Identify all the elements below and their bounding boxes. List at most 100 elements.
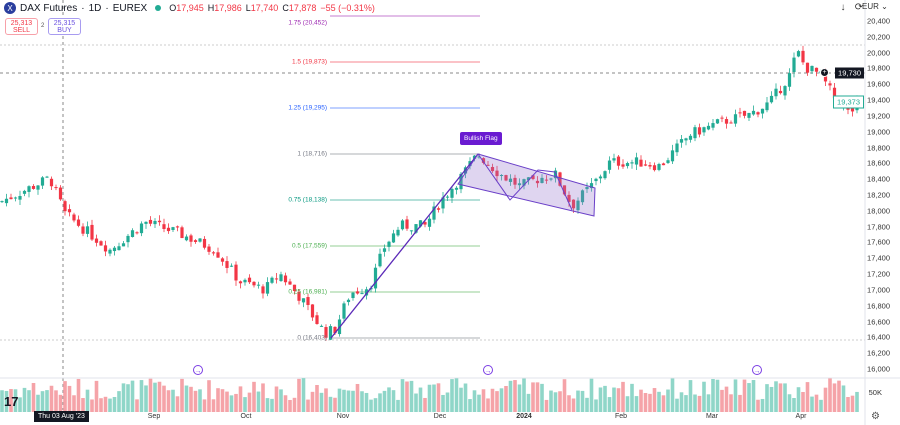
candle-body	[477, 156, 481, 158]
volume-bar	[211, 399, 216, 412]
volume-bar	[675, 398, 679, 412]
volume-bar	[778, 383, 783, 412]
candle-body	[580, 190, 585, 203]
candle-body	[333, 326, 337, 334]
volume-bar	[22, 387, 27, 412]
candle-body	[306, 297, 310, 305]
volume-bar	[220, 389, 225, 412]
candle-body	[657, 163, 661, 170]
symbol-name[interactable]: DAX Futures	[20, 2, 78, 14]
candle-body	[4, 198, 9, 204]
ohlc-high: H17,986	[207, 3, 242, 13]
volume-bar	[225, 391, 229, 412]
candle-body	[562, 185, 567, 195]
tradingview-logo[interactable]: 17	[4, 394, 19, 409]
volume-bar	[481, 389, 486, 412]
candle-body	[211, 252, 216, 254]
candle-body	[283, 275, 288, 283]
candle-body	[549, 178, 553, 180]
volume-bar	[648, 393, 652, 412]
interval[interactable]: 1D	[88, 2, 102, 14]
volume-bar	[346, 390, 351, 412]
volume-bar	[706, 394, 711, 412]
crosshair-date-label: Thu 03 Aug '23	[34, 411, 89, 422]
candle-body	[621, 164, 625, 167]
volume-bar	[616, 388, 621, 412]
candle-body	[171, 227, 175, 231]
volume-bar	[517, 384, 522, 412]
fib-level-label: 1.25 (19,295)	[288, 104, 327, 112]
volume-bar	[684, 395, 688, 412]
volume-bar	[72, 395, 76, 412]
candle-body	[184, 236, 189, 241]
settings-icon[interactable]: ⚙	[871, 411, 880, 422]
volume-bar	[828, 378, 832, 412]
candle-body	[319, 325, 324, 327]
volume-bar	[540, 383, 544, 412]
volume-bar	[522, 378, 526, 412]
candle-body	[387, 241, 391, 247]
candle-body	[175, 226, 180, 228]
volume-bar	[837, 380, 841, 412]
volume-bar	[414, 393, 418, 412]
volume-bar	[378, 393, 382, 412]
volume-bar	[436, 383, 441, 412]
price-tick: 19,200	[867, 111, 890, 121]
volume-bar	[4, 390, 9, 412]
candle-body	[351, 292, 355, 299]
sell-button[interactable]: 25,313 SELL	[5, 18, 38, 35]
candle-body	[612, 158, 616, 161]
price-tick: 16,400	[867, 332, 890, 342]
volume-bar	[607, 397, 612, 412]
price-tick: 19,800	[867, 63, 890, 73]
candle-body	[495, 170, 499, 177]
volume-bar	[265, 398, 270, 412]
candle-body	[693, 127, 697, 139]
volume-bar	[288, 399, 292, 412]
ohlc-open: O17,945	[169, 3, 204, 13]
bullish-flag-label[interactable]: Bullish Flag	[460, 132, 502, 145]
candle-body	[36, 185, 40, 190]
candle-body	[202, 238, 207, 248]
volume-bar	[657, 391, 661, 412]
candle-body	[571, 199, 576, 209]
candle-body	[634, 157, 639, 165]
candle-body	[292, 284, 297, 291]
add-alert-icon[interactable]: +	[820, 68, 829, 77]
volume-bar	[679, 392, 684, 412]
volume-bar	[747, 383, 751, 412]
time-tick: Sep	[147, 413, 161, 420]
candle-body	[391, 233, 396, 243]
volume-bar	[409, 380, 414, 412]
volume-bar	[103, 396, 108, 412]
candle-body	[814, 67, 819, 72]
currency-select[interactable]: EUR ⌄	[862, 2, 888, 11]
volume-bar	[774, 381, 778, 412]
volume-bar	[261, 383, 265, 412]
candle-body	[490, 166, 495, 172]
time-tick: Apr	[795, 413, 807, 420]
buy-button[interactable]: 25,315 BUY	[48, 18, 81, 35]
volume-bar	[90, 399, 94, 412]
volume-bar	[355, 383, 360, 412]
bullish-flag-channel	[457, 153, 596, 217]
candle-body	[9, 197, 13, 200]
fib-level-label: 1.75 (20,452)	[288, 19, 327, 27]
candle-body	[81, 226, 85, 234]
candle-body	[729, 122, 733, 124]
candle-body	[436, 208, 441, 210]
candle-body	[499, 174, 504, 176]
volume-bar	[351, 390, 355, 412]
refresh-icon[interactable]: ⟳	[854, 2, 864, 13]
volume-bar	[31, 382, 36, 412]
volume-bar	[432, 384, 436, 412]
candle-body	[414, 224, 418, 233]
volume-bar	[823, 387, 828, 412]
download-icon[interactable]: ↓	[840, 2, 846, 13]
event-arrow-icon: →	[195, 368, 202, 375]
volume-bar	[477, 394, 481, 412]
candle-body	[666, 160, 670, 163]
volume-bar	[13, 389, 18, 412]
volume-bar	[598, 387, 603, 412]
